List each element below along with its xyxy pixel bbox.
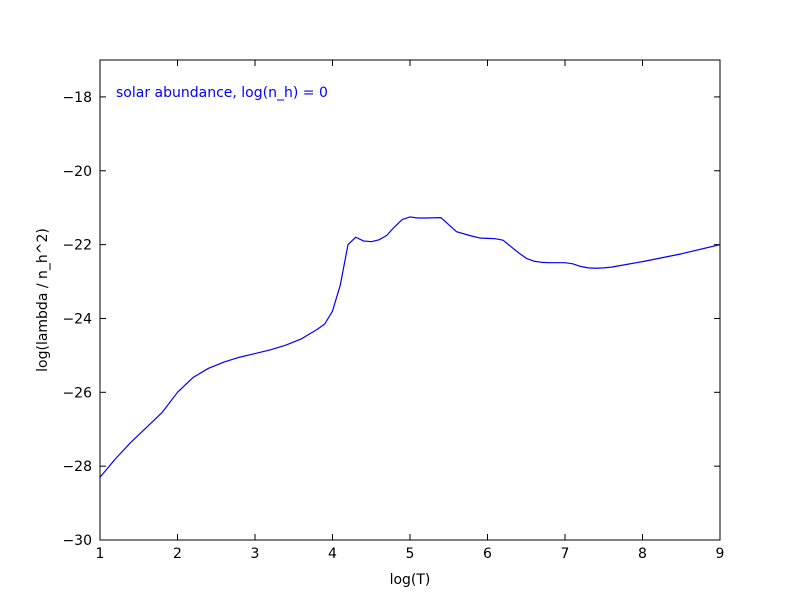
plot-frame xyxy=(99,59,721,541)
x-tick-label: 4 xyxy=(328,546,337,562)
y-tick-label: −28 xyxy=(62,459,92,475)
series-layer xyxy=(99,216,721,478)
y-tick-label: −18 xyxy=(62,90,92,106)
y-tick-label: −20 xyxy=(62,164,92,180)
ticks-layer: 1 2 3 4 5 6 7 8 9 −30 −28 −26 −24 −22 −20 −18 xyxy=(62,60,724,562)
y-tick-label: −26 xyxy=(62,385,92,401)
x-tick-label: 9 xyxy=(716,546,725,562)
x-tick-label: 5 xyxy=(406,546,415,562)
x-tick-label: 7 xyxy=(561,546,570,562)
x-tick-label: 3 xyxy=(251,546,260,562)
y-tick-label: −24 xyxy=(62,311,92,327)
y-tick-label: −30 xyxy=(62,533,92,549)
chart-annotation: solar abundance, log(n_h) = 0 xyxy=(116,85,328,101)
x-tick-label: 6 xyxy=(483,546,492,562)
series-line xyxy=(99,216,721,478)
x-tick-label: 8 xyxy=(638,546,647,562)
x-tick-label: 1 xyxy=(96,546,105,562)
x-tick-label: 2 xyxy=(173,546,182,562)
x-axis-label: log(T) xyxy=(390,572,431,588)
y-tick-label: −22 xyxy=(62,238,92,254)
y-axis-label: log(lambda / n_h^2) xyxy=(35,228,51,372)
